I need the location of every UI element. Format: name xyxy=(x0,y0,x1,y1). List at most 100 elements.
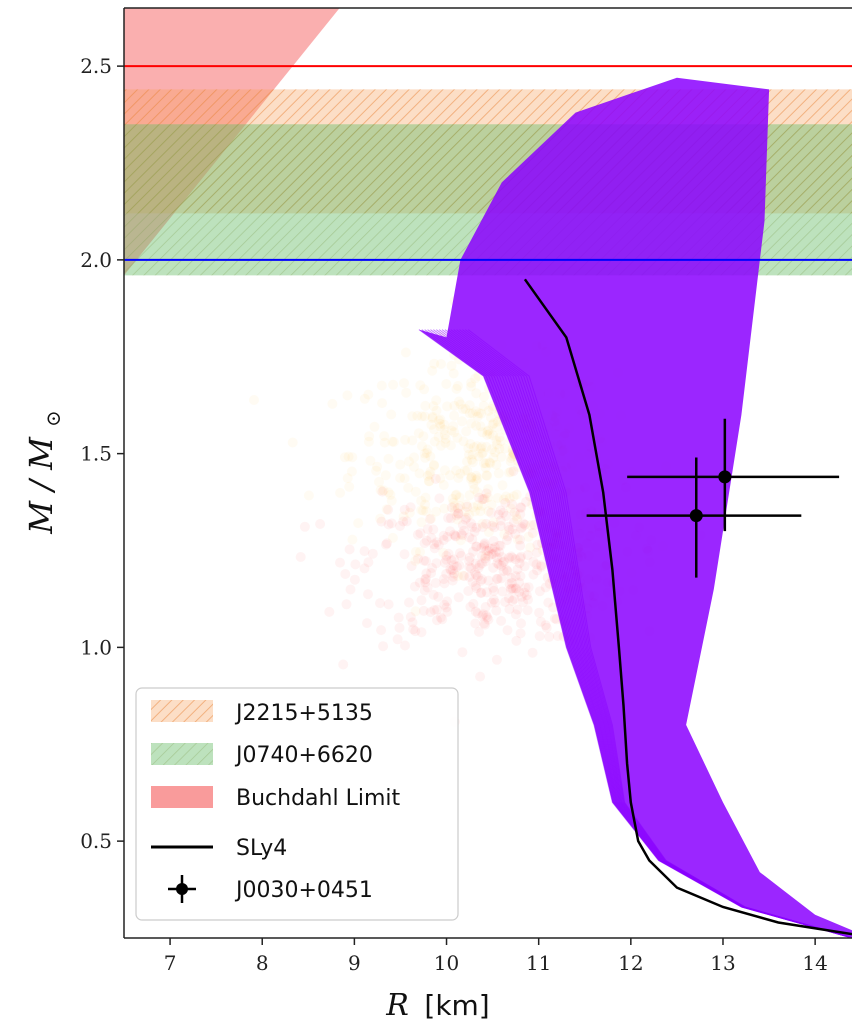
cloud-point-orange xyxy=(420,400,431,411)
cloud-point-orange xyxy=(377,398,388,409)
cloud-point-red xyxy=(463,586,474,596)
cloud-point-orange xyxy=(435,421,446,432)
cloud-point-red xyxy=(488,594,499,605)
cloud-point-red xyxy=(378,641,389,652)
cloud-point-red xyxy=(496,573,507,584)
cloud-point-red xyxy=(508,466,519,477)
cloud-point-red xyxy=(383,504,394,515)
legend-label-j0740: J0740+6620 xyxy=(234,743,373,768)
cloud-point-red xyxy=(377,486,388,497)
cloud-point-red xyxy=(441,550,452,561)
cloud-point-orange xyxy=(491,435,502,446)
cloud-point-red xyxy=(401,516,412,527)
cloud-point-red xyxy=(492,558,503,569)
cloud-point-orange xyxy=(404,507,415,518)
cloud-point-orange xyxy=(476,448,487,459)
cloud-point-red xyxy=(488,536,499,546)
cloud-point-red xyxy=(472,608,483,619)
cloud-point-orange xyxy=(410,555,421,566)
cloud-point-orange xyxy=(461,499,472,510)
cloud-point-red xyxy=(421,568,432,579)
cloud-point-orange xyxy=(414,468,425,479)
cloud-point-red xyxy=(416,627,427,638)
cloud-point-red xyxy=(345,584,356,595)
cloud-point-orange xyxy=(439,429,450,440)
cloud-point-orange xyxy=(439,419,450,430)
cloud-point-red xyxy=(507,524,518,535)
cloud-point-orange xyxy=(407,411,418,422)
cloud-point-orange xyxy=(335,487,346,498)
legend-swatch-j0740 xyxy=(151,743,213,765)
cloud-point-orange xyxy=(400,434,411,445)
cloud-point-red xyxy=(460,514,471,525)
cloud-point-orange xyxy=(410,606,421,617)
eos-envelope-fill xyxy=(418,77,852,938)
cloud-point-red xyxy=(482,612,493,623)
cloud-point-red xyxy=(536,560,547,571)
cloud-point-orange xyxy=(468,478,479,489)
cloud-point-orange xyxy=(483,492,493,503)
cloud-point-red xyxy=(471,583,482,594)
cloud-point-orange xyxy=(512,514,523,525)
cloud-point-orange xyxy=(445,440,456,451)
cloud-point-red xyxy=(425,607,436,618)
y-tick-label: 2.0 xyxy=(80,248,112,272)
cloud-point-orange xyxy=(409,452,420,463)
cloud-point-orange xyxy=(485,458,496,469)
cloud-point-orange xyxy=(486,444,497,455)
cloud-point-red xyxy=(441,554,452,565)
cloud-point-orange xyxy=(525,520,536,531)
cloud-point-orange xyxy=(409,461,419,472)
cloud-point-orange xyxy=(383,453,394,464)
cloud-point-red xyxy=(493,559,504,570)
cloud-point-orange xyxy=(435,414,446,425)
cloud-point-red xyxy=(438,535,449,545)
cloud-point-orange xyxy=(436,359,446,369)
cloud-point-red xyxy=(410,626,421,637)
cloud-point-red xyxy=(349,574,360,585)
cloud-point-red xyxy=(515,540,526,551)
cloud-point-orange xyxy=(363,436,374,447)
reference-lines xyxy=(124,65,852,261)
cloud-point-red xyxy=(448,571,459,582)
cloud-point-red xyxy=(474,492,485,503)
cloud-point-orange xyxy=(422,470,433,481)
cloud-point-red xyxy=(527,647,538,658)
cloud-point-red xyxy=(501,510,512,521)
cloud-point-orange xyxy=(420,452,431,463)
cloud-point-red xyxy=(442,596,453,607)
cloud-point-orange xyxy=(369,421,380,432)
cloud-point-orange xyxy=(435,473,446,484)
cloud-point-red xyxy=(471,569,482,580)
cloud-point-red xyxy=(421,556,431,567)
cloud-point-red xyxy=(488,548,499,559)
cloud-point-red xyxy=(446,555,457,566)
errorbar-point-0 xyxy=(689,509,703,523)
cloud-point-red xyxy=(457,530,468,541)
x-tick-label: 14 xyxy=(802,951,827,975)
cloud-point-red xyxy=(498,507,509,518)
cloud-point-red xyxy=(473,563,484,573)
cloud-point-red xyxy=(429,605,440,616)
cloud-point-orange xyxy=(440,437,451,448)
cloud-point-orange xyxy=(472,411,483,422)
cloud-point-red xyxy=(516,618,526,629)
cloud-point-red xyxy=(532,539,543,550)
cloud-point-red xyxy=(519,587,530,598)
cloud-point-red xyxy=(443,513,454,523)
cloud-point-red xyxy=(507,552,517,563)
cloud-point-orange xyxy=(479,391,489,402)
cloud-point-orange xyxy=(470,506,480,517)
cloud-point-orange xyxy=(464,408,475,419)
cloud-point-red xyxy=(471,541,481,552)
cloud-point-orange xyxy=(455,399,466,410)
cloud-point-orange xyxy=(416,505,427,516)
cloud-point-red xyxy=(451,510,462,521)
cloud-point-orange xyxy=(429,358,440,369)
cloud-point-orange xyxy=(372,461,383,472)
cloud-point-red xyxy=(363,589,373,600)
cloud-point-red xyxy=(454,560,465,571)
cloud-point-red xyxy=(480,602,491,612)
cloud-point-orange xyxy=(469,484,480,494)
